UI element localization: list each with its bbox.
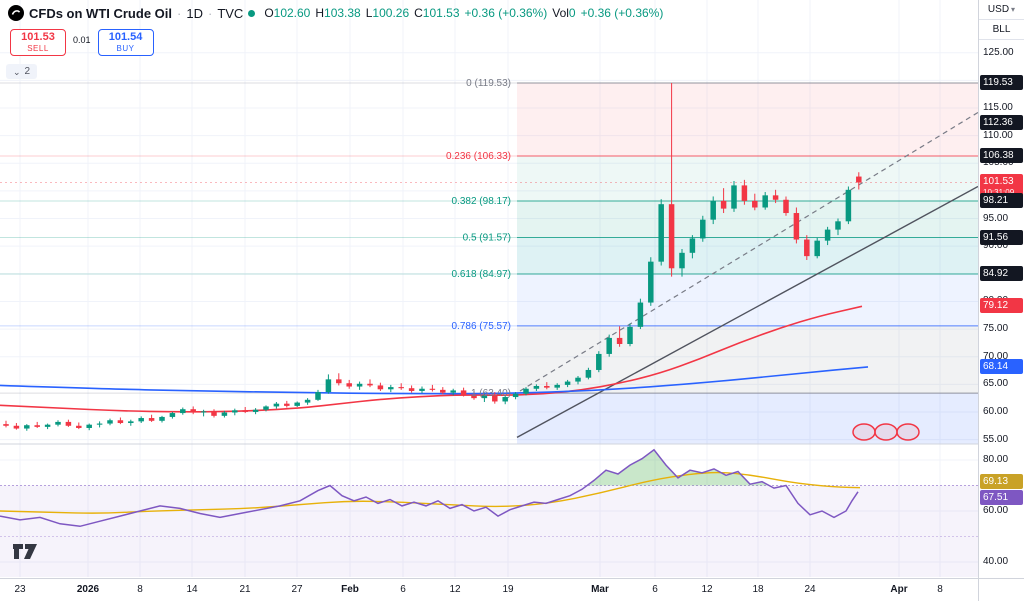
time-tick: 12 [701, 584, 713, 595]
market-status-icon [248, 9, 256, 17]
time-axis[interactable]: 23 2026 8 14 21 27 Feb 6 12 19 Mar 6 12 18 24 Apr 8 [0, 578, 978, 601]
change-value: +0.36 (+0.36%) [464, 6, 548, 20]
chevron-down-icon: ⌄ [13, 66, 21, 77]
rsi-pane [0, 443, 978, 577]
svg-text:0.5 (91.57): 0.5 (91.57) [463, 233, 511, 244]
buy-price: 101.54 [108, 31, 143, 43]
sell-button[interactable]: 101.53 SELL [10, 29, 66, 56]
time-tick: Mar [591, 584, 609, 595]
unit-toggle[interactable]: BLL [979, 20, 1024, 40]
price-tick: 110.00 [983, 129, 1013, 141]
buy-sell-widget: 101.53 SELL 0.01 101.54 BUY [10, 29, 154, 56]
hidden-items-count: 2 [24, 66, 31, 77]
time-tick: 2026 [76, 584, 100, 595]
price-badge: 98.21 [980, 192, 1023, 208]
provider-logo-icon [8, 5, 24, 21]
price-badge: 119.53 [980, 75, 1023, 90]
unit-label: BLL [992, 24, 1011, 35]
interval-label[interactable]: 1D [186, 5, 203, 21]
legend-collapse-button[interactable]: ⌄ 2 [6, 64, 38, 79]
time-tick: 8 [937, 584, 943, 595]
currency-label: USD [987, 4, 1010, 15]
svg-text:1 (63.40): 1 (63.40) [471, 388, 511, 399]
time-tick: 14 [186, 584, 198, 595]
price-tick: 65.00 [983, 378, 1009, 390]
time-tick: 24 [804, 584, 816, 595]
price-badge: 106.38 [980, 147, 1023, 163]
price-badge: 79.12 [980, 298, 1023, 314]
svg-text:0.618 (84.97): 0.618 (84.97) [452, 269, 512, 280]
svg-text:0.786 (75.57): 0.786 (75.57) [452, 321, 512, 332]
svg-text:0.236 (106.33): 0.236 (106.33) [446, 151, 511, 162]
legend-separator: · [207, 5, 213, 21]
fib-zones [517, 83, 978, 444]
price-tick: 60.00 [983, 405, 1009, 417]
buy-button[interactable]: 101.54 BUY [97, 29, 154, 56]
price-tick: 75.00 [983, 323, 1009, 335]
fib-lines [0, 82, 978, 394]
price-tick: 105.00 [983, 157, 1014, 169]
time-tick: 12 [449, 584, 461, 595]
time-tick: Apr [890, 584, 908, 595]
price-tick: 70.00 [983, 350, 1009, 362]
price-tick: 60.00 [983, 505, 1009, 516]
spread-value: 0.01 [73, 35, 91, 45]
indicator-badge: 67.51 [980, 489, 1023, 505]
ellipse-drawings [852, 423, 920, 441]
axis-corner [978, 578, 1024, 601]
ohlc-values: O102.60 H103.38 L100.26 C101.53 +0.36 (+… [264, 6, 664, 20]
indicator-badge: 69.13 [980, 473, 1023, 489]
time-tick: 8 [137, 584, 143, 595]
trendlines [0, 111, 978, 438]
chevron-down-icon: ▾ [1011, 5, 1016, 14]
time-tick: 18 [752, 584, 764, 595]
volume-change: +0.36 (+0.36%) [580, 6, 664, 20]
price-tick: 90.00 [983, 240, 1009, 252]
price-axis[interactable]: USD ▾ BLL 125.00120.00115.00110.00105.00… [978, 0, 1024, 578]
price-tick: 95.00 [983, 212, 1009, 224]
currency-toggle[interactable]: USD ▾ [979, 0, 1024, 20]
price-badge: 84.92 [980, 266, 1023, 282]
time-tick: 23 [14, 584, 26, 595]
price-badge: 112.36 [980, 114, 1023, 130]
price-tick: 115.00 [983, 102, 1013, 114]
exchange-label[interactable]: TVC [217, 5, 244, 21]
price-tick: 40.00 [983, 556, 1009, 567]
grid-layer [0, 0, 978, 577]
price-badge: 91.56 [980, 229, 1023, 245]
price-tick: 80.00 [983, 454, 1009, 465]
price-badge: 68.14 [980, 358, 1023, 374]
time-tick: 6 [400, 584, 406, 595]
symbol-title[interactable]: CFDs on WTI Crude Oil [29, 5, 172, 21]
legend-separator: · [177, 5, 182, 21]
time-tick: 27 [291, 584, 303, 595]
time-tick: 21 [239, 584, 251, 595]
price-tick: 55.00 [983, 433, 1009, 445]
price-tick: 125.00 [983, 46, 1014, 58]
tradingview-logo [12, 541, 42, 566]
chart-legend: CFDs on WTI Crude Oil · 1D · TVC O102.60… [8, 5, 663, 21]
fib-labels: 0 (119.53) 0.236 (106.33) 0.382 (98.17) 0.5… [446, 78, 511, 399]
price-chart-canvas[interactable]: 0 (119.53) 0.236 (106.33) 0.382 (98.17) 0.5… [0, 0, 978, 578]
time-tick: 19 [502, 584, 514, 595]
time-tick: Feb [341, 584, 359, 595]
svg-text:0.382 (98.17): 0.382 (98.17) [452, 196, 512, 207]
svg-text:0 (119.53): 0 (119.53) [466, 78, 511, 89]
sell-price: 101.53 [21, 31, 55, 43]
time-tick: 6 [652, 584, 658, 595]
candles-layer [3, 83, 862, 431]
